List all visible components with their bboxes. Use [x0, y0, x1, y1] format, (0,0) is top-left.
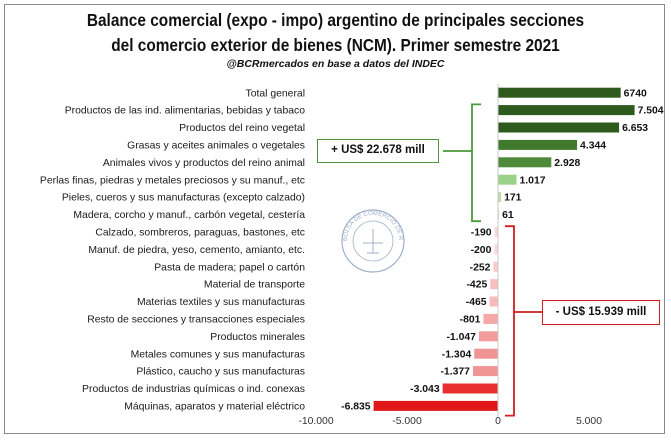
bar — [498, 157, 552, 168]
bar — [498, 209, 500, 220]
value-label: -1.377 — [440, 367, 470, 378]
bcr-seal-icon — [341, 209, 405, 273]
value-label: -1.047 — [446, 332, 476, 343]
category-label: Materias textiles y sus manufacturas — [137, 297, 305, 308]
bar — [483, 313, 498, 324]
value-label: -465 — [466, 297, 487, 308]
value-label: -425 — [466, 280, 487, 291]
category-label: Productos minerales — [210, 332, 305, 343]
value-label: -3.043 — [410, 384, 440, 395]
bcr-seal-inner-ring — [352, 220, 394, 262]
category-label: Productos de las ind. alimentarias, bebi… — [65, 106, 305, 117]
bar — [498, 105, 635, 116]
value-label: 6.653 — [622, 123, 648, 134]
bar — [474, 348, 498, 359]
x-tick-label: 5.000 — [576, 416, 602, 427]
positive-total-box: + US$ 22.678 mill — [317, 139, 439, 163]
bar — [442, 383, 498, 394]
chart-title-line1: Balance comercial (expo - impo) argentin… — [86, 10, 585, 30]
category-label: Animales vivos y productos del reino ani… — [103, 158, 305, 169]
bar — [472, 366, 498, 377]
bar — [498, 192, 502, 203]
bar — [494, 226, 498, 237]
category-label: Perlas finas, piedras y metales precioso… — [40, 175, 305, 186]
bar — [494, 244, 498, 255]
bar — [490, 279, 498, 290]
x-tick-label: -5.000 — [392, 416, 422, 427]
negative-total-box: - US$ 15.939 mill — [542, 300, 660, 325]
category-label: Pieles, cueros y sus manufacturas (excep… — [62, 193, 305, 204]
value-label: 6740 — [624, 88, 647, 99]
category-label: Metales comunes y sus manufacturas — [131, 349, 305, 360]
bar — [498, 122, 620, 133]
category-label: Pasta de madera; papel o cartón — [154, 262, 305, 273]
category-label: Máquinas, aparatos y material eléctrico — [124, 402, 305, 413]
category-label: Material de transporte — [204, 280, 305, 291]
category-label: Resto de secciones y transacciones espec… — [87, 315, 305, 326]
value-label: 4.344 — [580, 141, 606, 152]
bar — [478, 331, 498, 342]
chart-frame — [4, 4, 665, 434]
value-label: 171 — [504, 193, 522, 204]
category-label: Grasas y aceites animales o vegetales — [127, 141, 305, 152]
value-label: -801 — [460, 315, 481, 326]
value-label: 61 — [502, 210, 514, 221]
category-label: Productos de industrias químicas o ind. … — [82, 384, 305, 395]
category-label: Total general — [246, 88, 306, 99]
category-label: Productos del reino vegetal — [179, 123, 305, 134]
value-label: -200 — [471, 245, 492, 256]
value-label: 1.017 — [520, 175, 546, 186]
category-label: Plástico, caucho y sus manufacturas — [136, 367, 305, 378]
value-label: -252 — [470, 262, 491, 273]
bar — [373, 400, 498, 411]
value-label: -6.835 — [341, 402, 371, 413]
x-tick-label: -10.000 — [298, 416, 333, 427]
bcr-seal-scale-icon — [363, 229, 383, 254]
x-tick-label: 0 — [495, 416, 501, 427]
chart-subtitle: @BCRmercados en base a datos del INDEC — [226, 58, 445, 70]
value-label: -1.304 — [442, 349, 472, 360]
bar — [498, 174, 517, 185]
bar — [489, 296, 498, 307]
category-label: Manuf. de piedra, yeso, cemento, amianto… — [88, 245, 305, 256]
bar — [493, 261, 498, 272]
negative-bracket — [505, 225, 543, 417]
watermark-text: BOLSA DE COMERCIO DE ROSARIO — [0, 0, 403, 241]
bar — [498, 139, 578, 150]
value-label: 7.504 — [638, 106, 664, 117]
value-label: 2.928 — [554, 158, 580, 169]
category-label: Madera, corcho y manuf., carbón vegetal,… — [73, 210, 305, 221]
bar — [498, 87, 621, 98]
category-label: Calzado, sombreros, paraguas, bastones, … — [95, 228, 305, 239]
value-label: -190 — [471, 228, 492, 239]
positive-bracket — [443, 103, 481, 223]
chart-title-line2: del comercio exterior de bienes (NCM). P… — [111, 35, 560, 55]
